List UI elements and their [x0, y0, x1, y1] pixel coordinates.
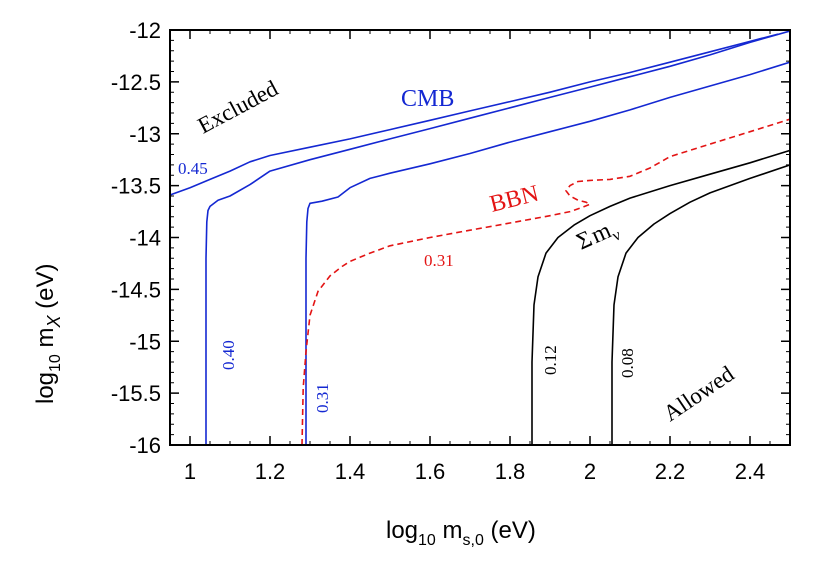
- y-tick-label: -16: [129, 433, 161, 458]
- x-tick-label: 1.6: [415, 459, 446, 484]
- x-tick-label: 2.2: [655, 459, 686, 484]
- cmb-031-label: 0.31: [313, 383, 332, 413]
- cmb-040-label: 0.40: [219, 340, 238, 370]
- excluded-label: Excluded: [194, 75, 283, 138]
- x-tick-label: 1.8: [495, 459, 526, 484]
- allowed-label: Allowed: [659, 361, 739, 426]
- bbn-031-label: 0.31: [424, 251, 454, 270]
- y-axis-title: log10 mX (eV): [32, 263, 64, 404]
- y-tick-label: -15: [129, 329, 161, 354]
- plot-curves: [170, 30, 790, 445]
- series-bbn-031: [301, 118, 790, 445]
- x-tick-label: 1: [184, 459, 196, 484]
- axis-ticks: 1 1.2 1.4 1.6 1.8 2 2.2 2.4 -12 -12.5 -13 -13.5 -14 -…: [111, 18, 791, 484]
- x-tick-label: 1.2: [255, 459, 286, 484]
- svg-text:log10 mX (eV): log10 mX (eV): [32, 263, 64, 404]
- sum-008-label: 0.08: [618, 348, 637, 378]
- y-tick-label: -14.5: [111, 277, 161, 302]
- y-tick-label: -12.5: [111, 70, 161, 95]
- x-axis-title: log10 ms,0 (eV): [386, 517, 536, 549]
- x-tick-label: 2.4: [735, 459, 766, 484]
- series-cmb-031: [305, 61, 790, 445]
- x-tick-label: 2: [584, 459, 596, 484]
- series-cmb-040: [205, 30, 790, 445]
- bbn-label: BBN: [487, 181, 541, 218]
- series-sum-012: [531, 149, 790, 445]
- y-tick-label: -12: [129, 18, 161, 43]
- sum-012-label: 0.12: [541, 345, 560, 375]
- series-cmb-045: [170, 33, 779, 196]
- x-tick-label: 1.4: [335, 459, 366, 484]
- cmb-045-label: 0.45: [178, 159, 208, 178]
- y-tick-label: -13: [129, 122, 161, 147]
- series-sum-008: [611, 164, 790, 445]
- y-tick-label: -13.5: [111, 174, 161, 199]
- y-tick-label: -14: [129, 226, 161, 251]
- cmb-label: CMB: [401, 86, 454, 112]
- y-tick-label: -15.5: [111, 381, 161, 406]
